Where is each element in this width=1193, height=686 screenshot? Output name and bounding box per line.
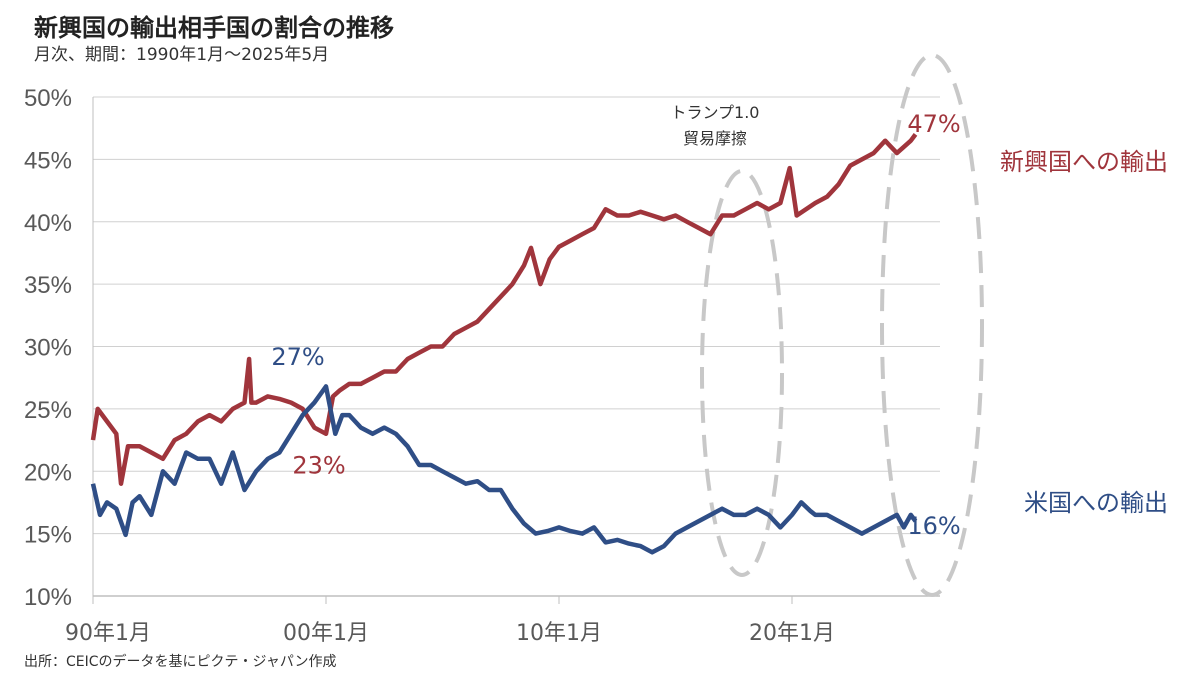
chart-source: 出所：CEICのデータを基にピクテ・ジャパン作成 [24,654,337,670]
y-tick-label: 25% [24,397,72,424]
trump-period-ellipse [700,169,784,577]
series-label: 新興国への輸出 [1000,148,1168,176]
y-tick-label: 50% [24,85,72,112]
end-value-label: 16% [907,512,960,540]
end-value-label: 47% [907,110,960,138]
series-line-emerging [90,133,918,486]
y-tick-label: 15% [24,522,72,549]
chart-subtitle: 月次、期間：1990年1月～2025年5月 [34,45,330,65]
annotation-trump-line1: トランプ1.0 [671,103,760,122]
y-tick-label: 30% [24,335,72,362]
series-label: 米国への輸出 [1024,489,1168,517]
series-line-us [90,384,918,555]
y-tick-label: 35% [24,272,72,299]
x-tick-label: 20年1月 [749,621,835,646]
x-tick-label: 90年1月 [65,621,151,646]
y-tick-label: 20% [24,459,72,486]
value-annotation: 23% [292,452,345,480]
value-annotation: 27% [271,343,324,371]
recent-period-ellipse [880,53,984,597]
chart-title: 新興国の輸出相手国の割合の推移 [34,14,394,42]
annotation-trump-line2: 貿易摩擦 [683,129,747,148]
y-tick-label: 10% [24,584,72,611]
x-tick-label: 10年1月 [516,621,602,646]
x-tick-label: 00年1月 [283,621,369,646]
y-tick-label: 40% [24,210,72,237]
y-tick-label: 45% [24,147,72,174]
